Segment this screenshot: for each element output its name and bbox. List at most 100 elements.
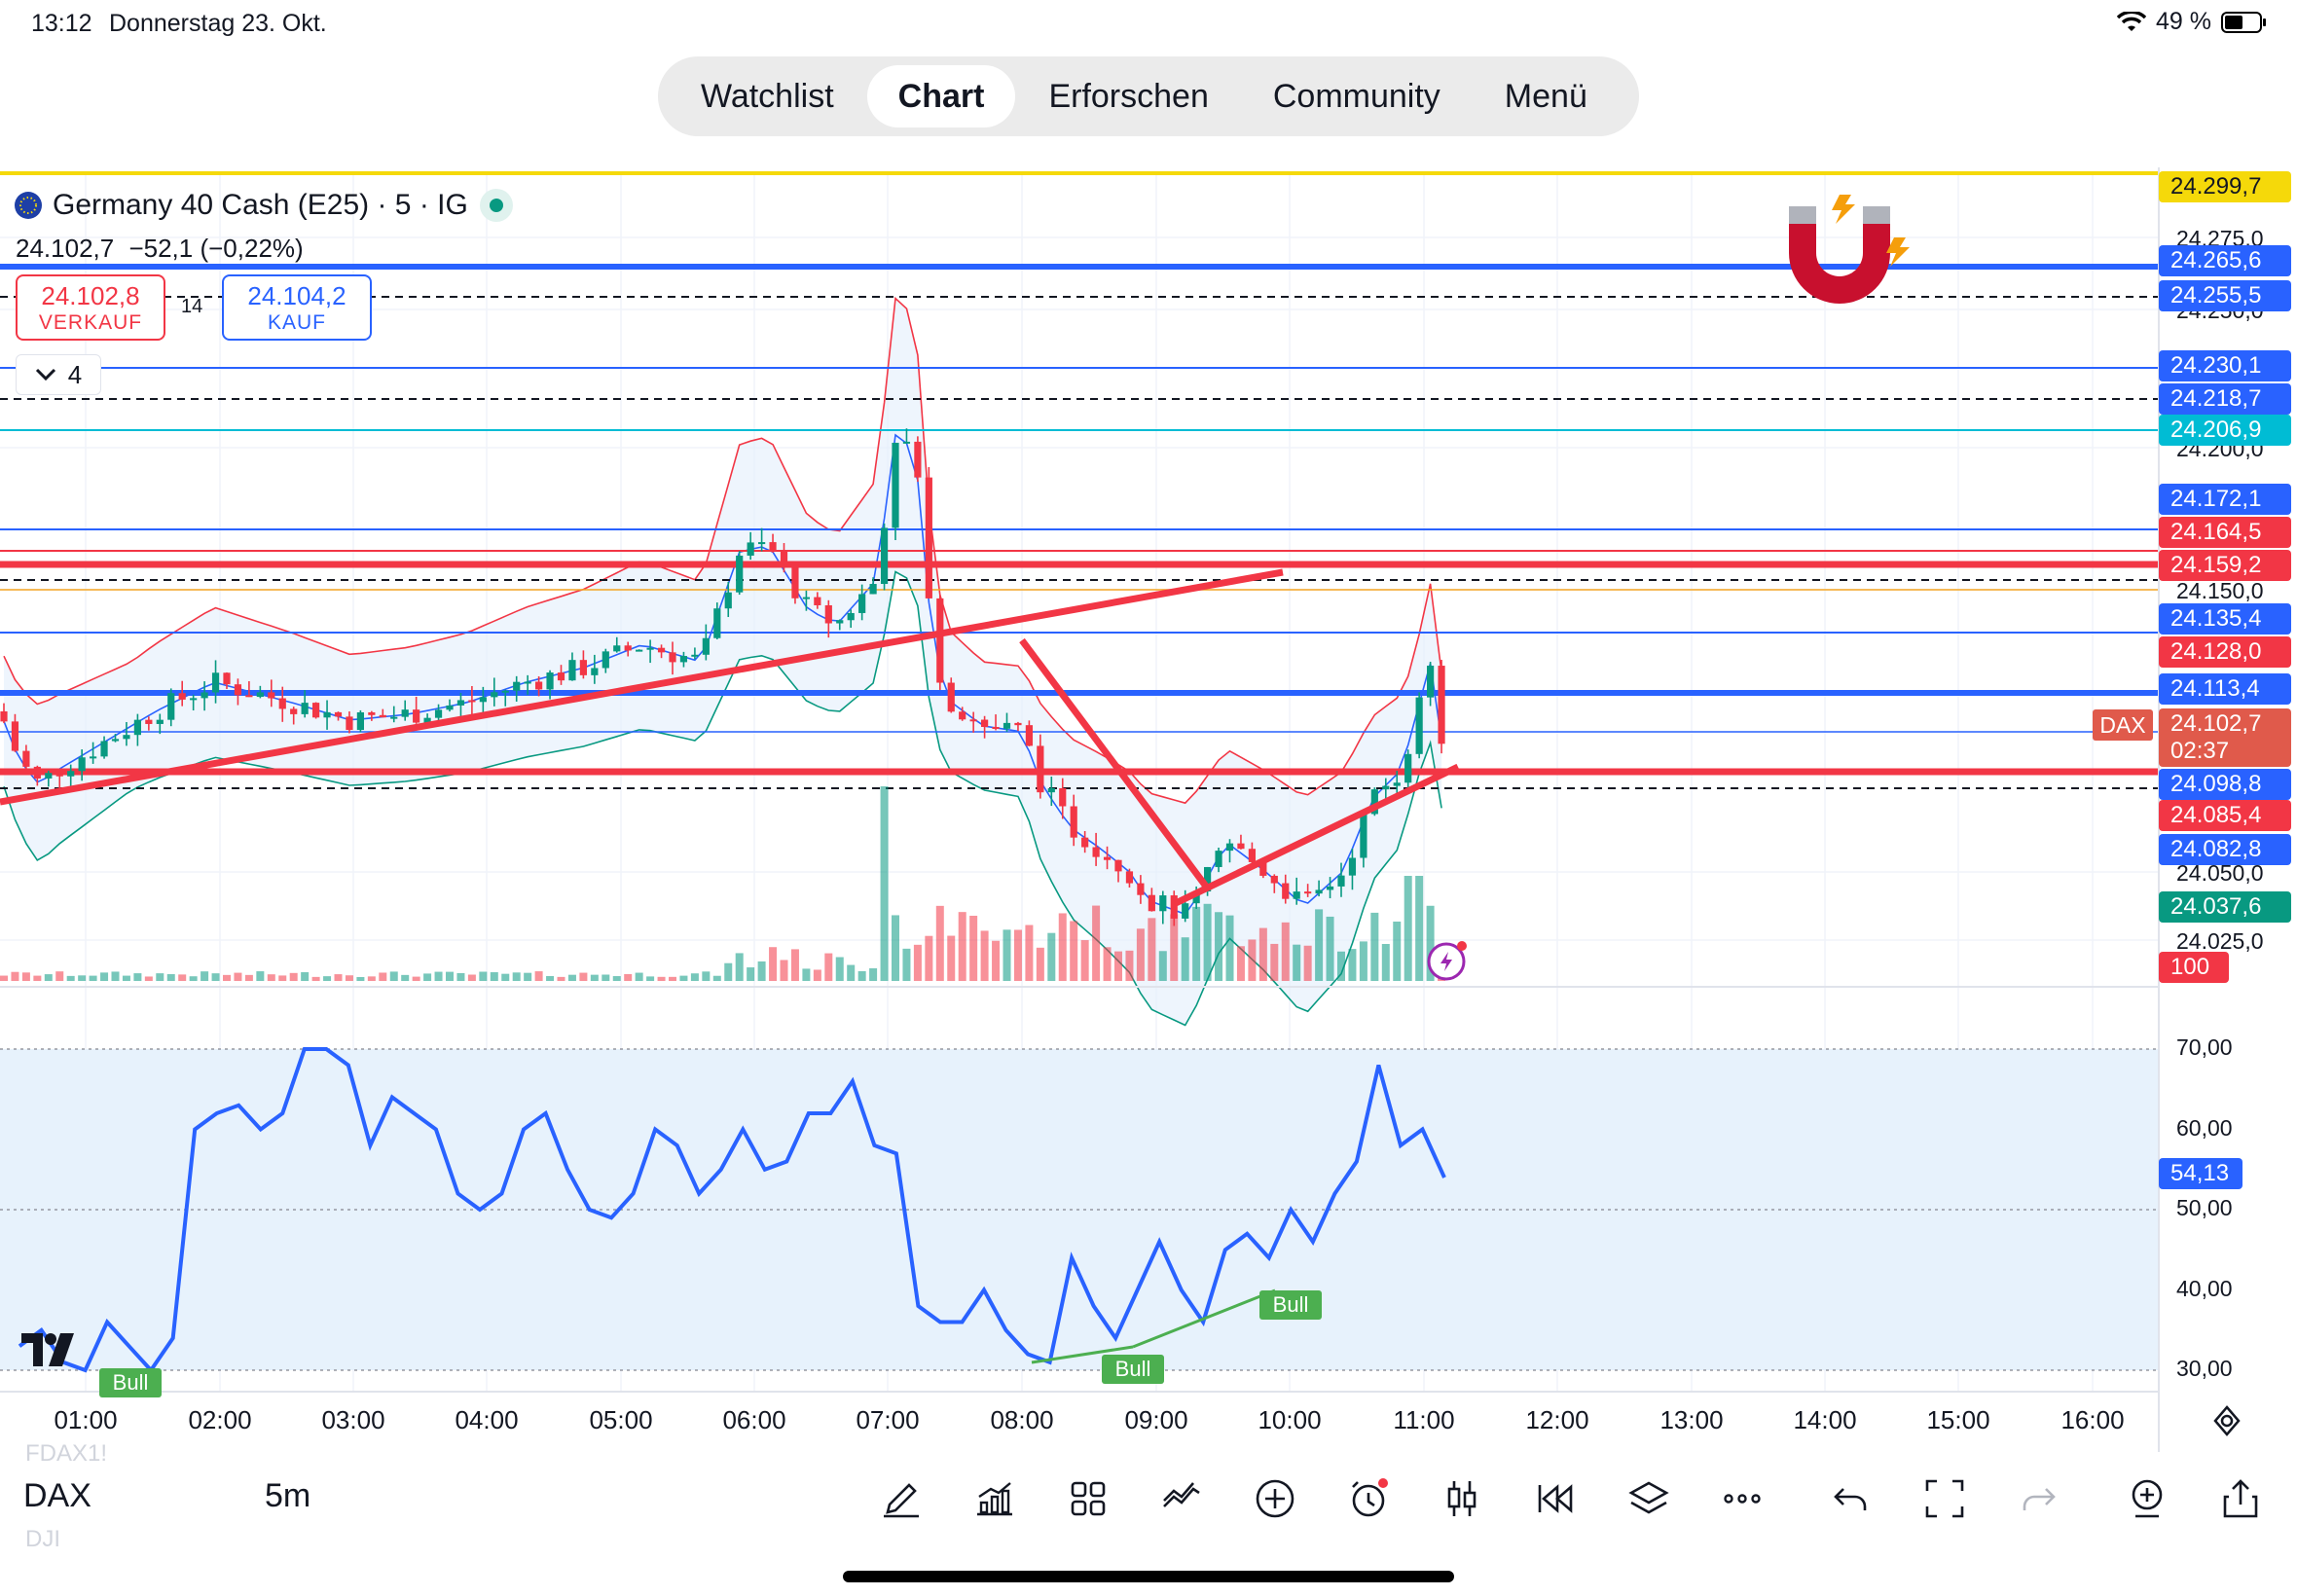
price-tick: 24.025,0 (2176, 928, 2264, 954)
volume-bar (301, 972, 310, 981)
volume-bar (1114, 951, 1122, 981)
candle-body (0, 710, 8, 722)
magnet-icon[interactable] (1789, 195, 1910, 304)
candle-body (591, 668, 599, 675)
settings-icon[interactable] (2211, 1405, 2242, 1436)
volume-bar (602, 974, 610, 981)
volume-bar (356, 976, 365, 981)
volume-bar (557, 976, 565, 981)
tab-menu[interactable]: Menü (1504, 77, 1587, 115)
volume-bar (880, 786, 889, 981)
candle-body (479, 697, 487, 703)
symbol-button[interactable]: DAX (23, 1477, 91, 1514)
volume-bar (1293, 944, 1301, 981)
add-icon[interactable] (1252, 1475, 1298, 1522)
candle-body (100, 741, 108, 757)
candle-body (1415, 697, 1423, 754)
candle-body (724, 592, 732, 609)
buy-button[interactable]: 24.104,2 KAUF (222, 274, 372, 341)
candle-body (446, 705, 454, 710)
eu-flag-icon (15, 192, 42, 219)
candle-body (902, 441, 911, 444)
candles-icon[interactable] (1439, 1475, 1485, 1522)
price-label: 24.172,1 (2159, 484, 2291, 515)
volume-bar (524, 972, 532, 981)
tab-watchlist[interactable]: Watchlist (701, 77, 834, 115)
candle-body (379, 714, 386, 718)
candle-body (646, 647, 654, 650)
price-label: 24.218,7 (2159, 383, 2291, 415)
price-label: 24.164,5 (2159, 517, 2291, 548)
candle-body (390, 716, 398, 719)
indicators-icon[interactable] (971, 1475, 1018, 1522)
candle-body (1014, 722, 1022, 726)
indicators-collapse-button[interactable]: 4 (16, 354, 101, 395)
tab-erforschen[interactable]: Erforschen (1048, 77, 1209, 115)
dax-tag: DAX (2093, 709, 2153, 741)
candle-body (568, 660, 576, 681)
rsi-current-label: 54,13 (2159, 1158, 2242, 1189)
sell-button[interactable]: 24.102,8 VERKAUF (16, 274, 165, 341)
volume-bar (980, 930, 989, 981)
trendline-ascending (0, 568, 1284, 806)
redo-icon[interactable] (2015, 1475, 2061, 1522)
pen-icon[interactable] (878, 1475, 925, 1522)
volume-bar (1337, 951, 1345, 981)
share-icon[interactable] (2217, 1475, 2264, 1522)
volume-bar (55, 971, 64, 981)
candle-body (1059, 787, 1067, 807)
volume-bar (479, 971, 488, 981)
more-icon[interactable] (1719, 1475, 1766, 1522)
volume-bar (947, 935, 956, 981)
interval-button[interactable]: 5m (265, 1477, 311, 1514)
candle-body (513, 681, 521, 691)
candle-body (669, 652, 676, 663)
candle-body (1427, 666, 1435, 698)
compare-icon[interactable] (1158, 1475, 1205, 1522)
candle-body (178, 693, 186, 700)
candle-body (1070, 806, 1077, 838)
candle-body (524, 681, 531, 684)
time-tick: 12:00 (1525, 1405, 1589, 1434)
volume-bar (813, 969, 821, 981)
time-tick: 03:00 (321, 1405, 385, 1434)
volume-bar (1125, 950, 1134, 981)
templates-icon[interactable] (1065, 1475, 1112, 1522)
undo-icon[interactable] (1828, 1475, 1875, 1522)
candle-body (1025, 725, 1033, 746)
price-label: 24.159,2 (2159, 550, 2291, 581)
volume-bar (1258, 927, 1267, 981)
candle-body (1259, 861, 1267, 876)
ghost-symbol-top: FDAX1! (25, 1440, 108, 1467)
candle-body (769, 542, 777, 551)
candle-body (1170, 895, 1178, 919)
candle-body (268, 692, 275, 699)
volume-bar (1236, 946, 1245, 981)
volume-bar (156, 973, 164, 981)
fullscreen-icon[interactable] (1921, 1475, 1968, 1522)
candle-body (1114, 859, 1122, 872)
tab-community[interactable]: Community (1272, 77, 1440, 115)
candle-body (736, 555, 744, 593)
chart-canvas[interactable] (0, 0, 2297, 1452)
last-price-row: 24.102,7 −52,1 (−0,22%) (16, 234, 304, 264)
candle-body (657, 647, 666, 653)
symbol-legend[interactable]: Germany 40 Cash (E25) · 5 · IG (14, 187, 515, 224)
price-label: 24.098,8 (2159, 769, 2291, 800)
add-alert-icon[interactable] (2124, 1475, 2170, 1522)
home-indicator (843, 1571, 1454, 1582)
candle-body (312, 703, 320, 718)
alert-icon[interactable] (1345, 1475, 1392, 1522)
replay-icon[interactable] (1532, 1475, 1579, 1522)
volume-bar (21, 972, 30, 981)
candle-body (847, 612, 855, 621)
candle-body (814, 597, 821, 605)
volume-bar (467, 974, 476, 981)
volume-bar (635, 972, 643, 981)
tab-chart[interactable]: Chart (866, 65, 1016, 127)
layers-icon[interactable] (1625, 1475, 1672, 1522)
flash-icon[interactable] (1427, 941, 1467, 981)
rsi-tick: 50,00 (2176, 1195, 2233, 1220)
volume-bar (567, 974, 576, 981)
candle-body (434, 709, 443, 718)
